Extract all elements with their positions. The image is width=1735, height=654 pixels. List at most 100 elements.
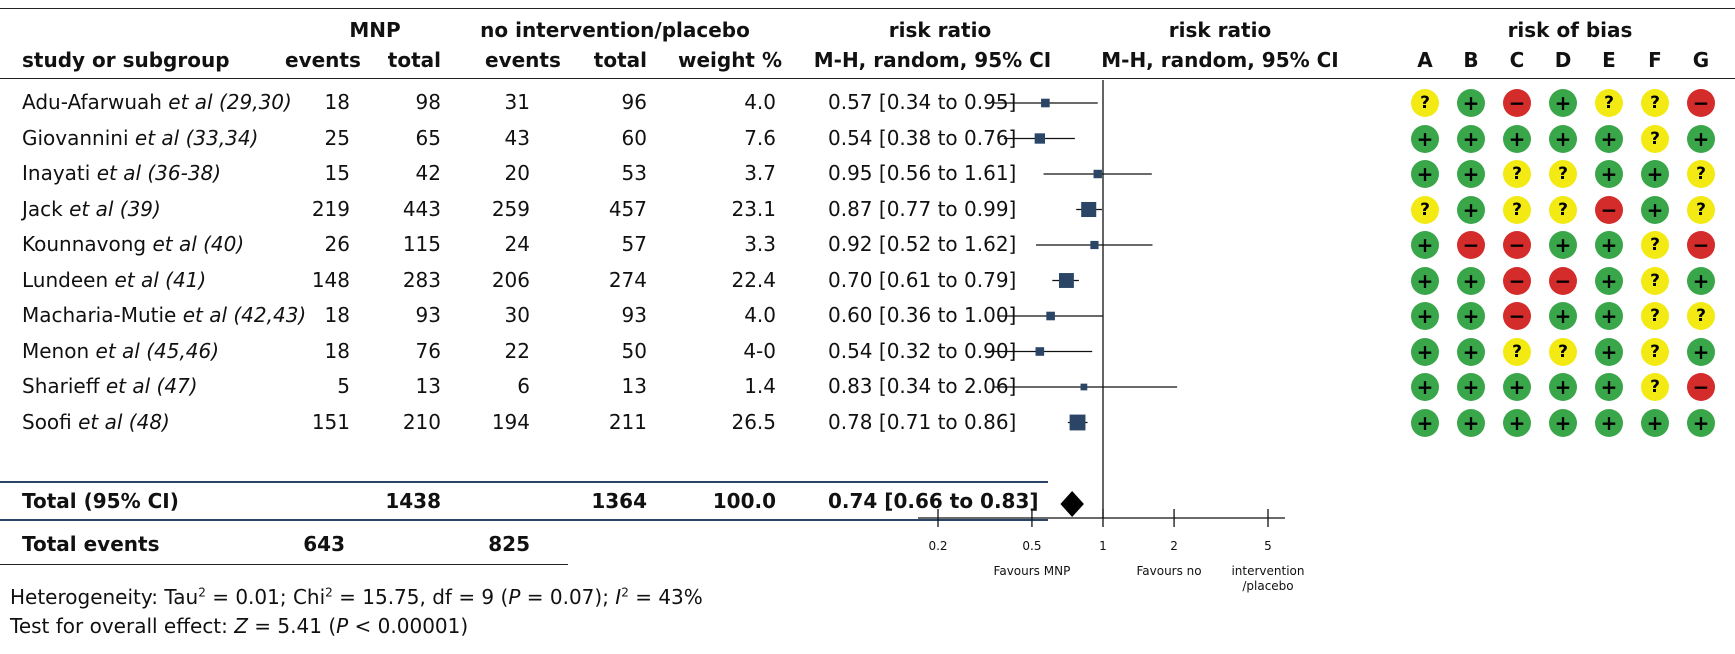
cell-w: 3.3 xyxy=(744,232,776,256)
unclear-risk-icon: ? xyxy=(1641,124,1669,153)
study-citation: et al (36-38) xyxy=(96,161,222,185)
cell-e2: 20 xyxy=(504,161,530,185)
low-risk-icon: + xyxy=(1549,408,1577,437)
unclear-risk-icon: ? xyxy=(1641,373,1669,401)
high-risk-icon: − xyxy=(1687,231,1715,259)
study-citation: et al (39) xyxy=(69,196,161,221)
cell-t1: 93 xyxy=(415,303,441,327)
total-label: Total (95% CI) xyxy=(22,489,179,513)
unclear-risk-icon: ? xyxy=(1641,337,1669,366)
cell-e2: 43 xyxy=(504,125,530,150)
cell-e1: 26 xyxy=(324,232,350,256)
weight-header: weight % xyxy=(677,48,782,72)
unclear-risk-icon: ? xyxy=(1411,195,1439,224)
bias-domain-letter: A xyxy=(1417,48,1433,72)
effect-marker xyxy=(1058,273,1074,288)
cell-t2: 274 xyxy=(608,267,647,292)
cell-e2: 22 xyxy=(504,338,530,363)
effect-marker xyxy=(1041,98,1050,108)
unclear-risk-icon: ? xyxy=(1641,89,1669,117)
risk-of-bias-header: risk of bias xyxy=(1507,18,1633,42)
cell-t2: 13 xyxy=(621,374,647,398)
cell-w: 4.0 xyxy=(744,90,776,114)
study-author: Inayati xyxy=(22,161,97,185)
high-risk-icon: − xyxy=(1503,231,1531,259)
top-rule xyxy=(0,8,1735,9)
cell-t2: 57 xyxy=(621,232,647,256)
rr-column-header: risk ratio xyxy=(888,18,992,42)
unclear-risk-icon: ? xyxy=(1595,89,1623,117)
study-name: Menon et al (45,46) xyxy=(22,339,219,363)
high-risk-icon: − xyxy=(1595,195,1623,224)
low-risk-icon: + xyxy=(1457,124,1485,153)
cell-e2: 30 xyxy=(504,303,530,327)
cell-e2: 206 xyxy=(491,267,530,292)
mnp-group-header: MNP xyxy=(349,18,401,42)
low-risk-icon: + xyxy=(1411,408,1439,437)
cell-e1: 219 xyxy=(311,196,350,221)
low-risk-icon: + xyxy=(1549,302,1577,330)
cell-t2: 53 xyxy=(621,161,647,185)
low-risk-icon: + xyxy=(1641,408,1669,437)
study-citation: et al (41) xyxy=(114,267,207,292)
rr-method-header: M-H, random, 95% CI xyxy=(813,48,1052,72)
low-risk-icon: + xyxy=(1549,124,1577,153)
study-column-header: study or subgroup xyxy=(22,48,230,72)
rr-text: 0.60 [0.36 to 1.00] xyxy=(828,303,1017,327)
unclear-risk-icon: ? xyxy=(1641,231,1669,259)
cell-w: 22.4 xyxy=(731,267,776,292)
cell-e1: 18 xyxy=(324,338,350,363)
cell-t2: 50 xyxy=(621,338,647,363)
study-author: Sharieff xyxy=(22,374,106,398)
study-citation: et al (33,34) xyxy=(134,125,259,150)
cell-t1: 13 xyxy=(415,374,441,398)
study-name: Sharieff et al (47) xyxy=(22,374,198,398)
bias-domain-letter: F xyxy=(1648,48,1662,72)
study-author: Giovannini xyxy=(22,125,135,150)
cell-t2: 96 xyxy=(621,90,647,114)
low-risk-icon: + xyxy=(1411,302,1439,330)
total-rule xyxy=(0,481,1048,483)
cell-t1: 42 xyxy=(415,161,441,185)
low-risk-icon: + xyxy=(1595,337,1623,366)
high-risk-icon: − xyxy=(1503,302,1531,330)
control-events-header: events xyxy=(485,48,561,72)
low-risk-icon: + xyxy=(1503,373,1531,401)
high-risk-icon: − xyxy=(1549,266,1577,295)
effect-marker xyxy=(1081,201,1097,218)
study-author: Lundeen xyxy=(22,267,115,292)
cell-w: 4.0 xyxy=(744,303,776,327)
low-risk-icon: + xyxy=(1457,89,1485,117)
low-risk-icon: + xyxy=(1457,408,1485,437)
low-risk-icon: + xyxy=(1595,160,1623,188)
low-risk-icon: + xyxy=(1687,408,1715,437)
rr-text: 0.70 [0.61 to 0.79] xyxy=(828,267,1017,292)
low-risk-icon: + xyxy=(1411,373,1439,401)
effect-marker xyxy=(1080,383,1088,391)
low-risk-icon: + xyxy=(1595,231,1623,259)
unclear-risk-icon: ? xyxy=(1687,160,1715,188)
study-name: Macharia-Mutie et al (42,43) xyxy=(22,303,306,327)
cell-t1: 115 xyxy=(402,232,441,256)
cell-e1: 151 xyxy=(311,409,350,434)
cell-t1: 283 xyxy=(402,267,441,292)
study-citation: et al (42,43) xyxy=(182,303,307,327)
header-rule xyxy=(0,78,1735,79)
favours-right-label: intervention xyxy=(1231,564,1304,578)
low-risk-icon: + xyxy=(1457,337,1485,366)
unclear-risk-icon: ? xyxy=(1503,195,1531,224)
low-risk-icon: + xyxy=(1457,266,1485,295)
bias-domain-letter: D xyxy=(1554,48,1572,72)
low-risk-icon: + xyxy=(1411,124,1439,153)
x-tick-label: 0.2 xyxy=(928,539,947,553)
effect-marker xyxy=(1046,311,1055,321)
rr-text: 0.83 [0.34 to 2.06] xyxy=(828,374,1017,398)
low-risk-icon: + xyxy=(1457,195,1485,224)
rr-text: 0.78 [0.71 to 0.86] xyxy=(828,409,1017,434)
rr-text: 0.54 [0.32 to 0.90] xyxy=(828,338,1017,363)
high-risk-icon: − xyxy=(1457,231,1485,259)
low-risk-icon: + xyxy=(1549,89,1577,117)
control-total-header: total xyxy=(593,48,647,72)
low-risk-icon: + xyxy=(1687,124,1715,153)
unclear-risk-icon: ? xyxy=(1503,160,1531,188)
